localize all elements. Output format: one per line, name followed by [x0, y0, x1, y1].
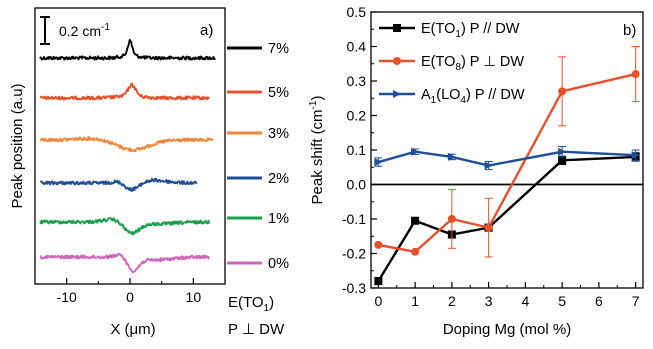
- panel-a-legend: 7% 5% 3% 2% 1% 0%: [227, 41, 289, 272]
- data-point-circle: [631, 70, 640, 79]
- panel-b-y-axis-label: Peak shift (cm-1): [308, 96, 326, 205]
- panel-b-y-tick-label: 0.5: [347, 4, 367, 20]
- panel-a-legend-label: 1%: [268, 211, 289, 227]
- panel-a-x-ticks: -10 0 10: [34, 278, 226, 305]
- scale-bar-label: 0.2 cm-1: [59, 22, 110, 39]
- panel-a-legend-label: 7%: [268, 41, 289, 57]
- data-point-circle: [374, 240, 383, 249]
- panel-a-x-tick-label: -10: [57, 289, 77, 305]
- panel-b-y-tick-label: -0.2: [342, 246, 366, 262]
- panel-b-y-tick-label: 0.3: [347, 73, 367, 89]
- panel-a-legend-label: 5%: [268, 85, 289, 101]
- panel-b-ticks: 0 1 2 3 4 5 6 7 -0.3 -0.2 -0.1 0.0 0.1 0.2 0.3 0.4 0.5: [342, 4, 640, 309]
- panel-b-y-tick-label: 0.1: [347, 142, 367, 158]
- panel-a: -10 0 10 7% 5% 3% 2% 1% 0% 0.2 cm-1 a) Peak pos…: [9, 7, 289, 338]
- panel-b-y-tick-label: 0.2: [347, 108, 367, 124]
- panel-b-x-tick-label: 3: [485, 293, 493, 309]
- panel-b-y-tick-label: -0.3: [342, 280, 366, 296]
- panel-a-traces: [39, 38, 216, 274]
- panel-b-label: b): [623, 22, 636, 39]
- data-point-triangle: [447, 152, 456, 161]
- panel-a-mode-label-line2: P ⊥ DW: [228, 321, 285, 338]
- series-line: [377, 155, 636, 282]
- panel-b: 0 1 2 3 4 5 6 7 -0.3 -0.2 -0.1 0.0 0.1 0.2 0.3 0.4 0.5 E…: [308, 4, 644, 338]
- panel-a-legend-label: 3%: [268, 126, 289, 142]
- trace-1pct: [39, 217, 211, 236]
- data-point-circle: [393, 57, 401, 65]
- panel-b-x-tick-label: 6: [595, 293, 603, 309]
- data-point-triangle: [411, 147, 420, 156]
- panel-a-legend-label: 2%: [268, 171, 289, 187]
- data-point-square: [374, 277, 383, 286]
- data-point-square: [393, 24, 401, 32]
- data-point-triangle: [484, 161, 493, 170]
- panel-b-series: [374, 46, 640, 286]
- data-point-triangle: [374, 158, 383, 167]
- panel-a-y-axis-label: Peak position (a.u): [9, 83, 26, 208]
- panel-b-x-tick-label: 2: [448, 293, 456, 309]
- data-point-triangle: [558, 147, 567, 156]
- trace-5pct: [39, 82, 211, 101]
- data-point-square: [411, 216, 420, 225]
- panel-b-y-tick-label: 0.4: [347, 39, 367, 55]
- data-point-circle: [558, 87, 567, 96]
- panel-a-mode-label: E(TO1): [228, 294, 274, 314]
- panel-b-x-tick-label: 7: [632, 293, 640, 309]
- panel-a-x-tick-label: 0: [126, 289, 134, 305]
- panel-b-series-1: [374, 46, 640, 258]
- data-point-square: [558, 156, 567, 165]
- panel-a-x-tick-label: 10: [186, 289, 202, 305]
- panel-b-series-2: [374, 146, 640, 171]
- panel-a-x-axis-label: X (μm): [110, 321, 155, 338]
- trace-3pct: [39, 136, 214, 153]
- panel-a-legend-label: 0%: [268, 256, 289, 272]
- legend-label: A1(LO4) P // DW: [421, 87, 525, 106]
- data-point-circle: [411, 247, 420, 256]
- data-point-triangle: [631, 151, 640, 160]
- panel-b-x-tick-label: 4: [521, 293, 529, 309]
- panel-b-x-tick-label: 0: [374, 293, 382, 309]
- trace-0pct: [39, 252, 211, 274]
- series-line: [378, 150, 636, 167]
- legend-label: E(TO1) P // DW: [421, 21, 520, 40]
- trace-2pct: [39, 177, 198, 192]
- scale-bar: 0.2 cm-1: [40, 16, 110, 45]
- panel-b-legend: E(TO1) P // DW E(TO8) P ⊥ DW A1(LO4) P // …: [379, 21, 525, 106]
- legend-label: E(TO8) P ⊥ DW: [421, 54, 524, 73]
- panel-a-frame: [34, 7, 226, 285]
- data-point-circle: [484, 223, 493, 232]
- panel-a-label: a): [200, 22, 213, 39]
- data-point-triangle: [393, 90, 401, 98]
- series-line: [378, 72, 636, 254]
- panel-b-y-tick-label: -0.1: [342, 211, 366, 227]
- trace-7pct: [39, 38, 216, 61]
- data-point-circle: [447, 215, 456, 223]
- panel-b-x-axis-label: Doping Mg (mol %): [443, 321, 571, 338]
- panel-b-y-tick-label: 0.0: [347, 177, 367, 193]
- panel-b-x-tick-label: 5: [558, 293, 566, 309]
- panel-b-x-tick-label: 1: [411, 293, 419, 309]
- panel-b-series-0: [374, 152, 640, 286]
